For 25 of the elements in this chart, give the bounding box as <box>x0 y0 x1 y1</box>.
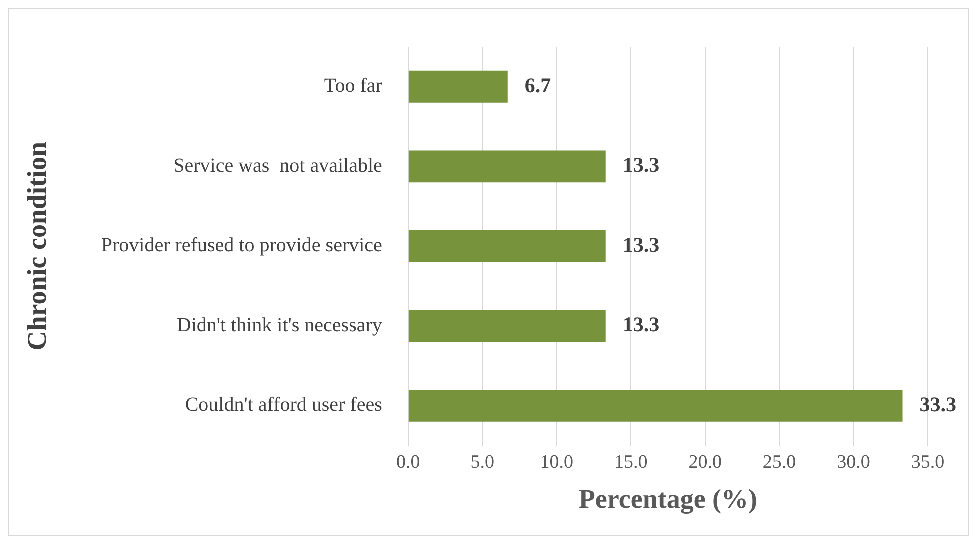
y-tick-label: Too far <box>324 75 383 98</box>
data-label: 13.3 <box>622 153 660 178</box>
data-label: 13.3 <box>622 232 660 257</box>
x-tick-label: 35.0 <box>911 452 945 474</box>
bar <box>408 150 606 183</box>
y-tick-label: Provider refused to provide service <box>101 234 383 257</box>
x-tick-label: 20.0 <box>688 452 722 474</box>
x-tick-label: 10.0 <box>540 452 574 474</box>
y-tick-label: Service was not available <box>174 154 383 177</box>
y-tick-label: Didn't think it's necessary <box>176 314 382 336</box>
data-label: 13.3 <box>622 312 660 337</box>
bar <box>408 70 508 103</box>
x-tick-label: 30.0 <box>837 452 870 474</box>
y-axis-title: Chronic condition <box>22 142 52 351</box>
bar <box>408 310 606 342</box>
x-tick-label: 0.0 <box>396 452 420 474</box>
x-tick-label: 15.0 <box>614 452 648 474</box>
bar <box>408 230 606 262</box>
x-axis-title: Percentage (%) <box>578 484 758 514</box>
data-label: 6.7 <box>524 73 552 98</box>
x-tick-label: 5.0 <box>470 452 495 474</box>
y-tick-label: Couldn't afford user fees <box>185 394 383 416</box>
bar <box>408 390 903 422</box>
data-label: 33.3 <box>920 392 957 416</box>
x-tick-label: 25.0 <box>762 452 796 474</box>
